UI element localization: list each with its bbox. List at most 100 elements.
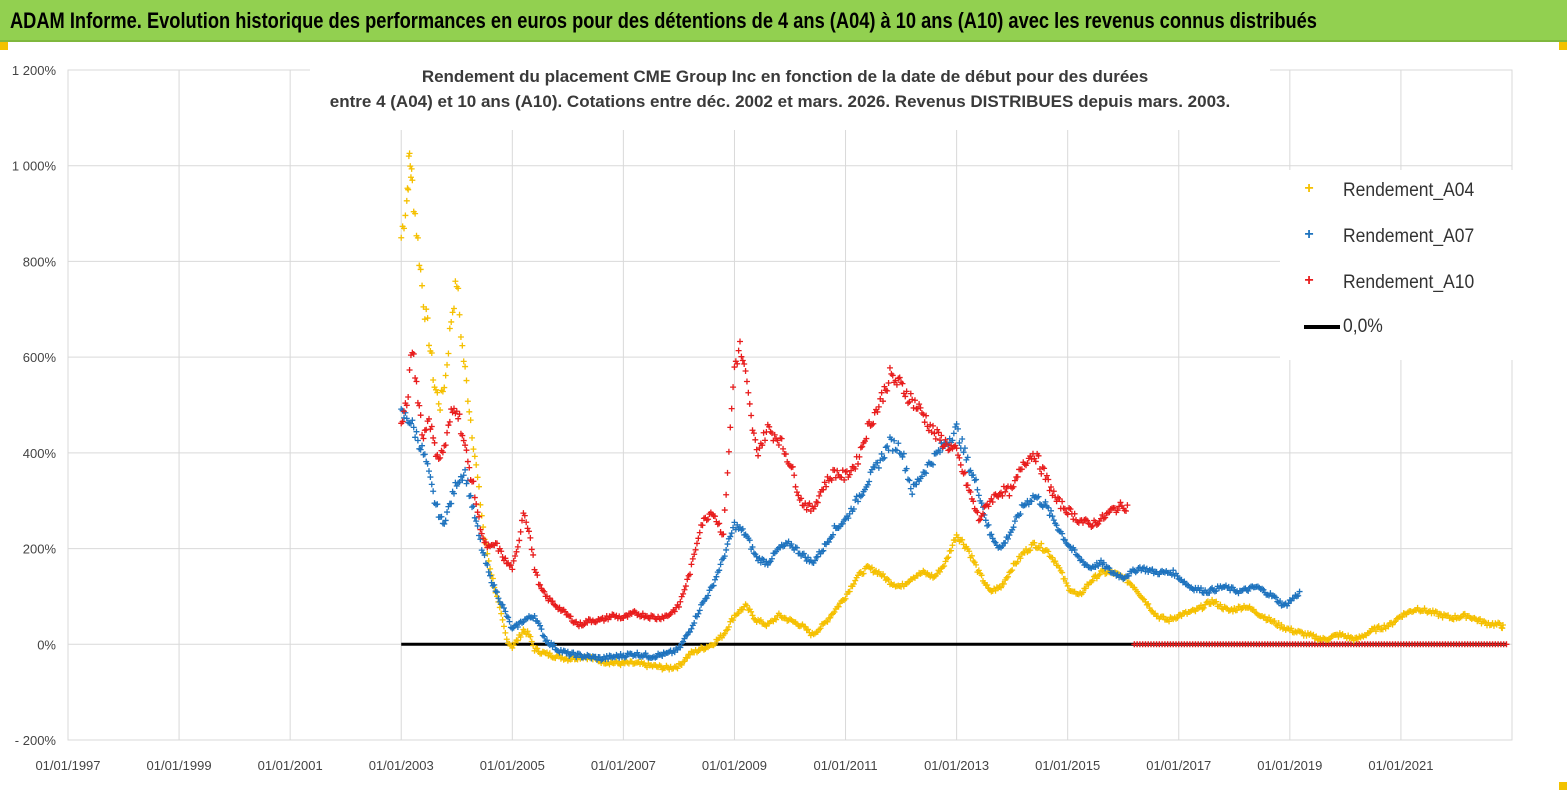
point-a07 [687, 628, 694, 635]
point-a04 [484, 550, 491, 557]
point-a07 [1048, 507, 1055, 514]
point-a10 [720, 531, 727, 538]
point-a07 [1079, 558, 1086, 565]
point-a10 [459, 432, 466, 439]
point-a04 [1172, 615, 1179, 622]
point-a04 [524, 628, 531, 635]
point-a10 [881, 383, 888, 390]
point-a10 [688, 561, 695, 568]
point-a10 [930, 422, 937, 429]
point-a10 [675, 603, 682, 610]
corner-mark-bottom-right [1559, 782, 1567, 790]
point-a10 [537, 581, 544, 588]
point-a04 [514, 637, 521, 644]
point-a04 [421, 316, 428, 323]
point-a07 [1092, 564, 1099, 571]
point-a10 [832, 474, 839, 481]
corner-mark-left [0, 42, 8, 50]
point-a04 [860, 570, 867, 577]
point-a04 [442, 372, 449, 379]
point-a07 [991, 538, 998, 545]
point-a07 [514, 624, 521, 631]
point-a10 [896, 374, 903, 381]
point-a10 [821, 479, 828, 486]
point-a04 [743, 602, 750, 609]
point-a10 [741, 361, 748, 368]
point-a04 [462, 363, 469, 370]
point-a07 [903, 465, 910, 472]
point-a10 [449, 409, 456, 416]
point-a07 [1143, 565, 1150, 572]
point-a07 [1296, 588, 1303, 595]
point-a07 [830, 531, 837, 538]
point-a10 [406, 366, 413, 373]
point-a10 [889, 372, 896, 379]
point-a10 [1035, 452, 1042, 459]
point-a07 [984, 522, 991, 529]
y-tick-label: 600% [23, 350, 57, 365]
point-a04 [802, 623, 809, 630]
point-a07 [1100, 559, 1107, 566]
point-a10 [567, 613, 574, 620]
point-a10 [759, 442, 766, 449]
point-a07 [677, 644, 684, 651]
point-a07 [814, 553, 821, 560]
point-a04 [414, 234, 421, 241]
point-a10 [446, 418, 453, 425]
point-a04 [470, 446, 477, 453]
point-a07 [419, 442, 426, 449]
point-a04 [885, 576, 892, 583]
point-a10 [756, 445, 763, 452]
point-a07 [688, 625, 695, 632]
point-a10 [961, 469, 968, 476]
point-a07 [414, 437, 421, 444]
point-a04 [1313, 633, 1320, 640]
point-a10 [450, 405, 457, 412]
point-a10 [1089, 522, 1096, 529]
point-a07 [538, 626, 545, 633]
point-a07 [909, 491, 916, 498]
y-tick-label: 200% [23, 542, 57, 557]
point-a10 [1038, 470, 1045, 477]
point-a10 [463, 447, 470, 454]
point-a07 [989, 535, 996, 542]
point-a04 [477, 501, 484, 508]
point-a07 [956, 439, 963, 446]
point-a04 [403, 197, 410, 204]
point-a10 [884, 387, 891, 394]
point-a10 [462, 442, 469, 449]
point-a07 [1106, 565, 1113, 572]
point-a10 [442, 442, 449, 449]
point-a10 [475, 513, 482, 520]
point-a04 [831, 608, 838, 615]
point-a07 [739, 525, 746, 532]
point-a04 [750, 615, 757, 622]
point-a10 [696, 529, 703, 536]
x-tick-label: 01/01/2003 [369, 758, 434, 773]
point-a04 [449, 309, 456, 316]
point-a04 [1082, 585, 1089, 592]
point-a10 [755, 452, 762, 459]
point-a04 [1063, 580, 1070, 587]
y-tick-label: - 200% [15, 733, 57, 748]
point-a04 [530, 642, 537, 649]
point-a10 [1079, 519, 1086, 526]
point-a04 [405, 186, 412, 193]
point-a07 [928, 460, 935, 467]
point-a10 [834, 467, 841, 474]
point-a04 [842, 595, 849, 602]
point-a04 [1049, 554, 1056, 561]
point-a04 [1004, 573, 1011, 580]
legend-item-a10: + Rendement_A10 [1280, 268, 1515, 298]
point-a10 [1032, 458, 1039, 465]
point-a04 [444, 361, 451, 368]
header-banner: ADAM Informe. Evolution historique des p… [0, 0, 1567, 42]
point-a07 [410, 424, 417, 431]
point-a10 [712, 513, 719, 520]
legend-marker-a07-icon: + [1304, 226, 1314, 243]
point-a10 [907, 390, 914, 397]
point-a07 [803, 557, 810, 564]
point-a07 [884, 443, 891, 450]
point-a10 [1082, 516, 1089, 523]
chart-area: 1 200% 1 000% 800% 600% 400% 200% 0% - 200% 01/0… [0, 42, 1567, 790]
